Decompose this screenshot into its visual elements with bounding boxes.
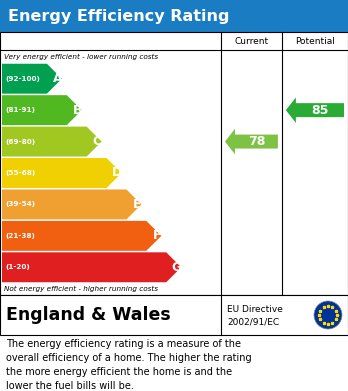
Polygon shape — [2, 95, 82, 125]
Text: (81-91): (81-91) — [5, 107, 35, 113]
Circle shape — [314, 301, 342, 329]
Text: The energy efficiency rating is a measure of the
overall efficiency of a home. T: The energy efficiency rating is a measur… — [6, 339, 252, 391]
Text: (39-54): (39-54) — [5, 201, 35, 208]
Text: G: G — [172, 261, 182, 274]
Polygon shape — [225, 129, 278, 154]
Text: (21-38): (21-38) — [5, 233, 35, 239]
Text: EU Directive: EU Directive — [227, 305, 283, 314]
Text: A: A — [53, 72, 62, 85]
Polygon shape — [2, 190, 141, 219]
Text: E: E — [133, 198, 141, 211]
Text: (1-20): (1-20) — [5, 264, 30, 270]
Polygon shape — [2, 221, 161, 251]
Text: 2002/91/EC: 2002/91/EC — [227, 318, 279, 327]
Polygon shape — [2, 252, 181, 282]
Text: Energy Efficiency Rating: Energy Efficiency Rating — [8, 9, 229, 23]
Text: F: F — [152, 230, 161, 242]
Text: (69-80): (69-80) — [5, 138, 35, 145]
Bar — [0, 295, 348, 335]
Polygon shape — [2, 158, 121, 188]
Text: (55-68): (55-68) — [5, 170, 35, 176]
Text: 78: 78 — [248, 135, 265, 148]
Polygon shape — [2, 64, 62, 94]
Text: D: D — [112, 167, 122, 179]
Bar — [0, 0, 348, 32]
Bar — [0, 32, 348, 295]
Text: C: C — [93, 135, 102, 148]
Text: B: B — [72, 104, 82, 117]
Text: Potential: Potential — [295, 36, 335, 45]
Text: 85: 85 — [311, 104, 329, 117]
Text: England & Wales: England & Wales — [6, 306, 171, 324]
Text: (92-100): (92-100) — [5, 76, 40, 82]
Text: Current: Current — [234, 36, 269, 45]
Text: Very energy efficient - lower running costs: Very energy efficient - lower running co… — [4, 54, 158, 59]
Polygon shape — [286, 97, 344, 123]
Text: Not energy efficient - higher running costs: Not energy efficient - higher running co… — [4, 286, 158, 292]
Polygon shape — [2, 127, 102, 156]
